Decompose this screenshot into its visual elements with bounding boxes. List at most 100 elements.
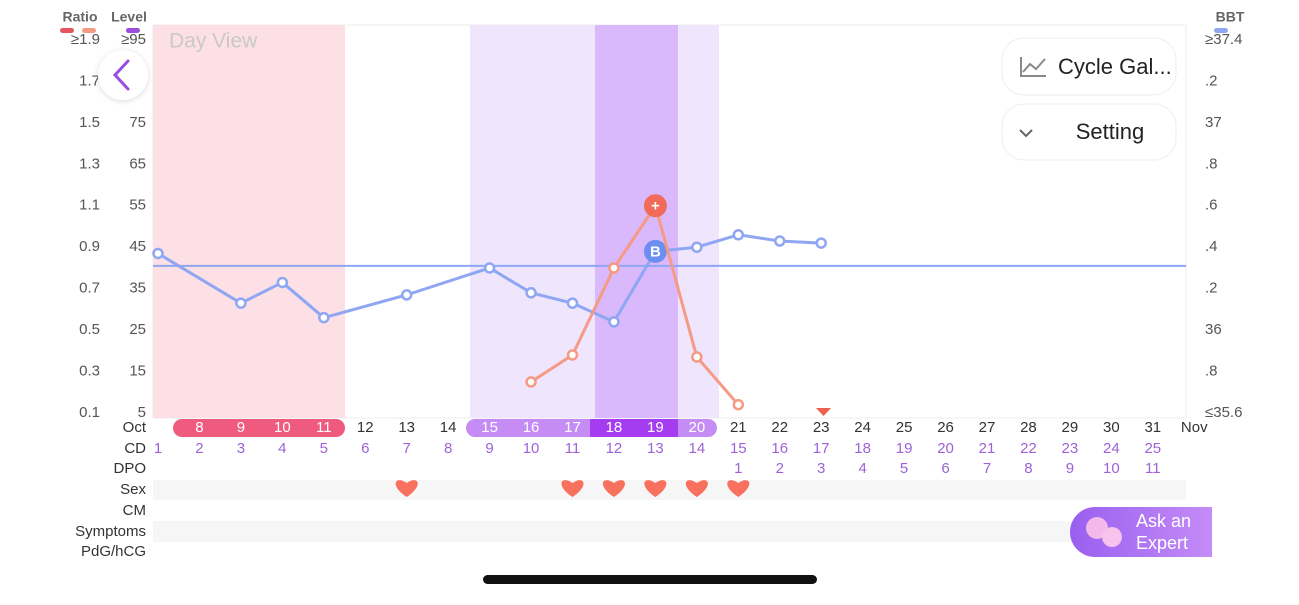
point <box>608 262 620 274</box>
cd-label: 15 <box>730 440 747 457</box>
heart <box>561 480 584 497</box>
point <box>318 311 330 324</box>
dpo-label: 5 <box>900 460 908 477</box>
gallery-icon <box>1020 57 1046 77</box>
row-label: Sex <box>120 481 146 498</box>
date-label: 13 <box>398 419 415 436</box>
point <box>235 297 247 309</box>
point-marker-label: B <box>650 243 661 260</box>
dpo-label: 11 <box>1145 460 1161 477</box>
cd-label: 1 <box>154 440 162 457</box>
cd-label: 19 <box>896 440 913 457</box>
level-tick-label: 35 <box>129 280 146 297</box>
cd-label: 18 <box>854 440 871 457</box>
legend-swatch <box>60 28 74 33</box>
ask-expert-label: Expert <box>1136 533 1188 553</box>
point <box>774 235 786 247</box>
cd-label: 2 <box>195 440 203 457</box>
level-tick-label: 45 <box>129 238 146 255</box>
cd-label: 25 <box>1144 440 1161 457</box>
cd-label: 8 <box>444 440 452 457</box>
date-label: 19 <box>647 419 664 436</box>
date-label: 27 <box>979 419 996 436</box>
ask-icon <box>1102 527 1122 547</box>
date-label: 16 <box>523 419 540 436</box>
cd-label: 20 <box>937 440 954 457</box>
cd-label: 5 <box>320 440 328 457</box>
back-button[interactable] <box>98 50 148 100</box>
row-label: DPO <box>113 460 146 477</box>
ask-expert-label: Ask an <box>1136 511 1191 531</box>
point-marker <box>643 194 667 218</box>
ratio-tick-label: 0.9 <box>79 238 100 255</box>
bbt-tick-label: .6 <box>1205 197 1218 214</box>
date-label: 11 <box>316 419 332 436</box>
cd-label: 9 <box>485 440 493 457</box>
series-line <box>157 233 822 324</box>
cd-label: 13 <box>647 440 664 457</box>
date-label: 29 <box>1062 419 1079 436</box>
today-marker <box>816 408 831 416</box>
period-band <box>153 25 345 418</box>
date-label: 12 <box>357 419 374 436</box>
cd-label: 6 <box>361 440 369 457</box>
bbt-tick-label: .4 <box>1205 238 1218 255</box>
cd-label: 12 <box>606 440 623 457</box>
date-label: 20 <box>689 419 706 436</box>
cycle-gallery-label: Cycle Gal... <box>1058 54 1172 79</box>
level-tick-label: ≥95 <box>121 31 146 48</box>
date-label: 31 <box>1144 419 1161 436</box>
point <box>691 351 703 363</box>
ratio-tick-label: ≥1.9 <box>71 31 100 48</box>
ratio-tick-label: 0.5 <box>79 321 100 338</box>
point <box>152 247 164 260</box>
legend-swatch <box>1214 28 1228 33</box>
peak-band <box>595 25 678 418</box>
dpo-label: 10 <box>1103 460 1120 477</box>
point <box>732 229 745 241</box>
cd-label: 11 <box>565 440 581 457</box>
bbt-tick-label: .8 <box>1205 155 1218 172</box>
point <box>566 349 579 361</box>
view-label: Day View <box>169 30 258 53</box>
dpo-label: 7 <box>983 460 991 477</box>
cd-label: 16 <box>771 440 788 457</box>
cd-label: 14 <box>689 440 706 457</box>
point <box>276 276 289 289</box>
level-tick-label: 75 <box>129 114 146 131</box>
row-label: CM <box>123 502 146 519</box>
cd-label: 17 <box>813 440 830 457</box>
row-label: Symptoms <box>75 523 146 540</box>
dpo-label: 4 <box>858 460 866 477</box>
row-bg <box>153 521 1186 542</box>
legend-label: Level <box>111 9 147 25</box>
point <box>400 289 413 301</box>
heart <box>685 480 708 497</box>
bbt-tick-label: .8 <box>1205 363 1218 380</box>
setting-button[interactable] <box>1001 103 1177 161</box>
cd-label: 24 <box>1103 440 1120 457</box>
peak-pill <box>590 419 678 437</box>
cd-label: 4 <box>278 440 286 457</box>
cycle-gallery-button[interactable] <box>1001 37 1177 96</box>
home-indicator <box>483 575 817 584</box>
level-tick-label: 5 <box>138 404 146 421</box>
heart <box>644 480 667 497</box>
ask-icon <box>1086 517 1108 539</box>
point <box>566 297 579 309</box>
period-pill <box>173 419 345 437</box>
cd-label: 3 <box>237 440 245 457</box>
date-label: 21 <box>730 419 747 436</box>
date-label: 9 <box>237 419 245 436</box>
date-label: Nov <box>1181 419 1208 436</box>
date-label: 18 <box>606 419 623 436</box>
back-icon <box>112 59 130 91</box>
cd-label: 7 <box>403 440 411 457</box>
setting-label: Setting <box>1076 119 1145 144</box>
legend-swatch <box>126 28 140 33</box>
date-label: 17 <box>564 419 581 436</box>
date-label: 30 <box>1103 419 1120 436</box>
row-bg <box>153 480 1186 500</box>
date-label: 28 <box>1020 419 1037 436</box>
